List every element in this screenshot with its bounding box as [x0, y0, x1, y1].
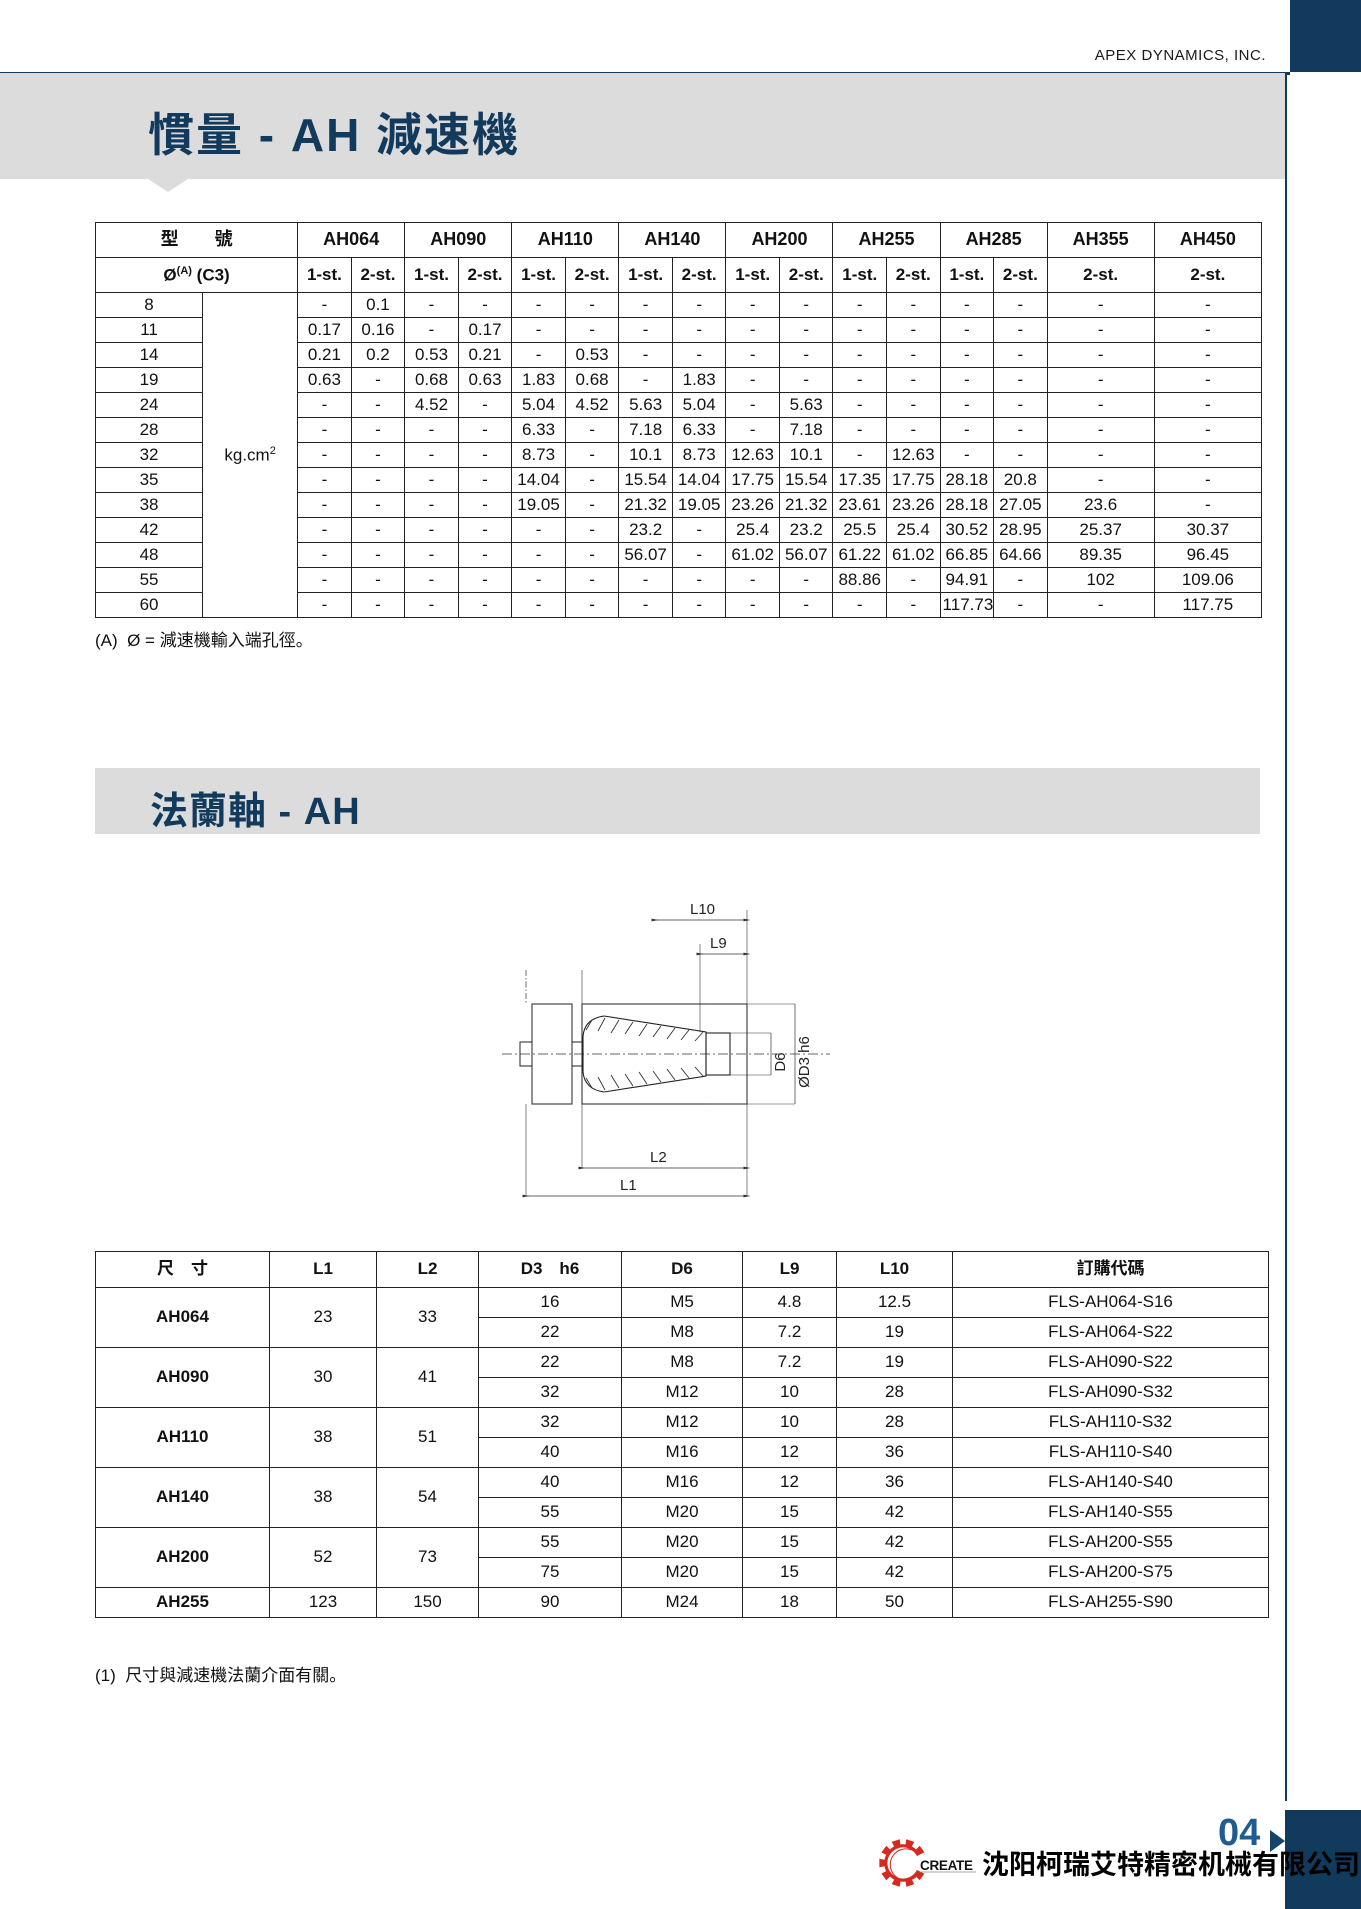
svg-text:L1: L1	[620, 1177, 637, 1194]
svg-text:D6: D6	[772, 1052, 789, 1071]
svg-text:L10: L10	[690, 901, 715, 918]
svg-text:L9: L9	[710, 935, 727, 952]
svg-text:L2: L2	[650, 1149, 667, 1166]
svg-text:ØD3 h6: ØD3 h6	[796, 1036, 813, 1088]
svg-text:CREATE: CREATE	[920, 1858, 973, 1873]
